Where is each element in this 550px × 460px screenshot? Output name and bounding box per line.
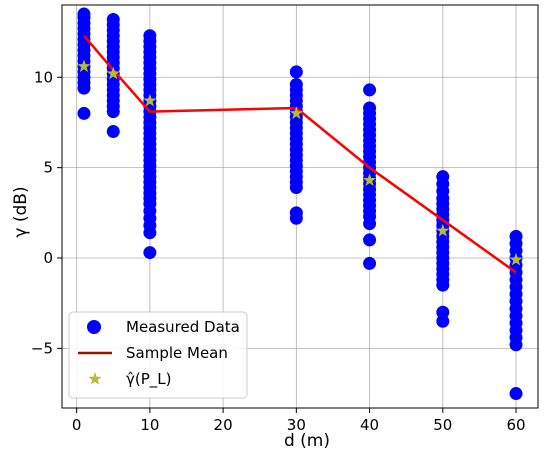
measured-data-point: [363, 83, 377, 97]
estimate-star: [289, 106, 303, 120]
x-tick-label: 0: [72, 416, 82, 434]
legend-label-estimate: γ̂(P_L): [126, 370, 171, 389]
plot-frame: [61, 4, 539, 409]
measured-data-point: [363, 233, 377, 247]
legend-label-estimate-text: γ̂(P_L): [126, 370, 171, 389]
measured-data-point: [363, 256, 377, 270]
x-tick-label: 50: [433, 416, 452, 434]
y-tick-label: −5: [31, 339, 53, 357]
y-tick-label: 10: [34, 68, 53, 86]
x-tick-label: 30: [287, 416, 306, 434]
y-axis-label: γ (dB): [11, 186, 31, 237]
x-tick-label: 40: [360, 416, 379, 434]
estimate-star: [509, 252, 523, 266]
measured-data-point: [509, 387, 523, 401]
measured-data-point: [436, 278, 450, 292]
x-tick-label: 10: [140, 416, 159, 434]
measured-data-point: [509, 338, 523, 352]
estimate-star: [143, 93, 157, 107]
measured-data-point: [77, 81, 91, 95]
measured-data-point: [106, 105, 120, 119]
legend-marker-measured: [87, 320, 101, 334]
y-tick-label: 5: [43, 159, 53, 177]
x-axis-ticks: 0 10 20 30 40 50 60: [72, 408, 526, 434]
y-tick-label: 0: [43, 249, 53, 267]
estimate-series: [77, 59, 523, 266]
measured-data-point: [143, 226, 157, 240]
measured-data-point: [436, 305, 450, 319]
legend-label-measured: Measured Data: [126, 318, 240, 336]
estimate-star: [106, 66, 120, 80]
measured-data-point: [289, 65, 303, 79]
legend-label-sample-mean: Sample Mean: [126, 344, 228, 362]
measured-data-series: [77, 7, 523, 401]
y-axis-ticks: −5 0 5 10: [31, 68, 62, 357]
estimate-star: [436, 223, 450, 237]
estimate-star: [362, 173, 377, 186]
x-axis-label: d (m): [284, 431, 330, 451]
axes-border: [61, 4, 539, 409]
x-tick-label: 60: [506, 416, 525, 434]
measured-data-point: [436, 314, 450, 328]
measured-data-point: [143, 246, 157, 260]
measured-data-point: [106, 125, 120, 139]
measured-data-point: [289, 181, 303, 195]
measured-data-point: [77, 106, 91, 120]
estimate-star: [77, 59, 91, 73]
legend-marker-estimate: [88, 372, 102, 385]
measured-data-point: [363, 217, 377, 231]
legend: Measured Data Sample Mean γ̂(P_L): [68, 311, 248, 399]
x-tick-label: 20: [214, 416, 233, 434]
legend-box: [68, 311, 248, 399]
measured-data-point: [289, 211, 303, 225]
